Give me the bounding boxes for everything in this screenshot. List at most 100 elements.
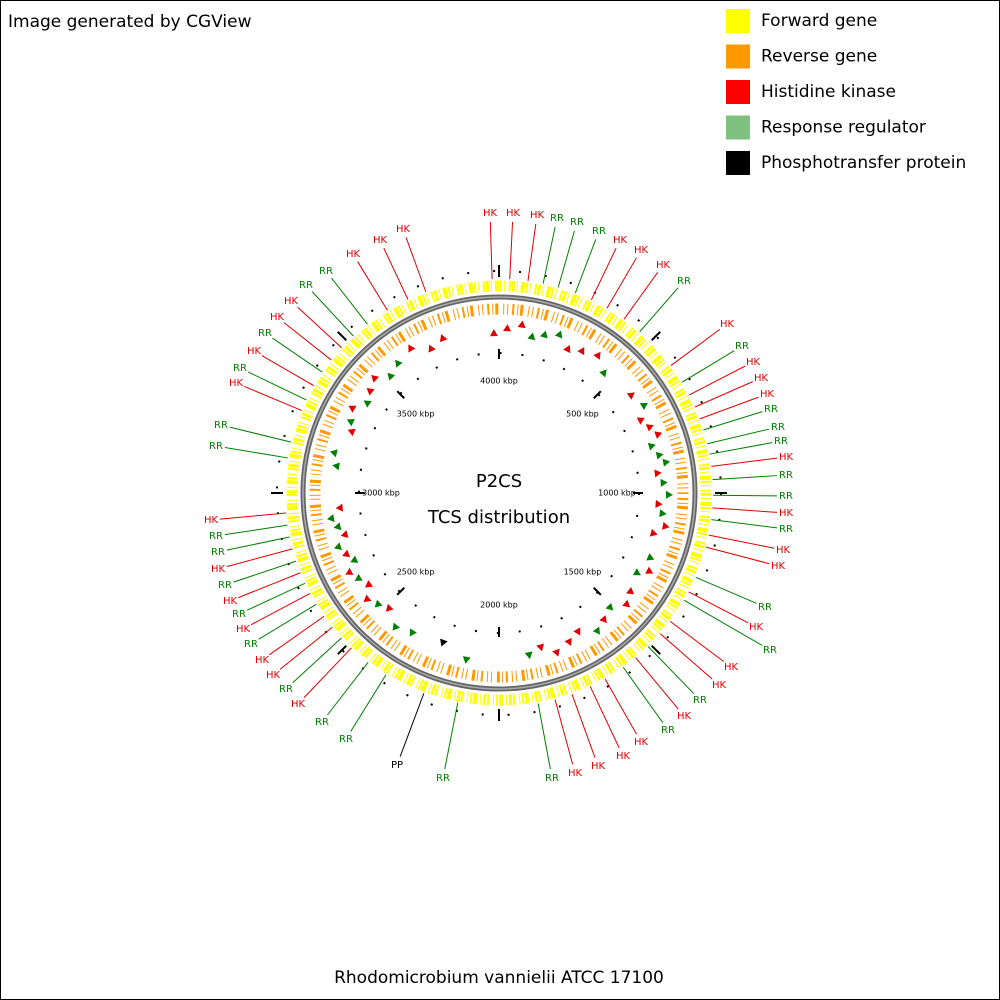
feature-marker [392, 622, 401, 631]
feature-marker [408, 344, 416, 353]
feature-marker [626, 587, 635, 595]
feature-marker [539, 330, 548, 339]
feature-label: HK [749, 622, 764, 633]
major-tick [593, 390, 602, 399]
feature-marker [489, 329, 498, 337]
feature-marker [573, 627, 581, 636]
feature-marker [503, 324, 512, 332]
position-label: 3500 kbp [397, 409, 435, 418]
feature-leader [622, 666, 664, 723]
feature-leader [279, 626, 333, 670]
feature-label: HK [530, 210, 545, 221]
feature-marker [340, 530, 349, 538]
feature-leader [712, 475, 778, 481]
legend-label: Reverse gene [761, 47, 877, 67]
feature-label: RR [232, 609, 246, 620]
legend-label: Phosphotransfer protein [761, 153, 966, 173]
feature-label: RR [218, 580, 232, 591]
feature-leader [327, 662, 369, 716]
feature-marker [592, 626, 601, 635]
feature-marker [599, 615, 607, 624]
feature-label: RR [233, 363, 247, 374]
feature-leader [659, 633, 713, 680]
feature-leader [606, 257, 637, 309]
feature-label: RR [771, 422, 785, 433]
feature-label: HK [656, 260, 671, 271]
major-tick [396, 390, 405, 399]
feature-leader [688, 591, 749, 624]
legend-label: Forward gene [761, 11, 877, 31]
feature-marker [387, 372, 396, 381]
feature-marker [639, 402, 648, 410]
feature-label: HK [754, 373, 769, 384]
feature-label: RR [339, 734, 353, 745]
feature-label: RR [279, 684, 293, 695]
feature-leader [233, 560, 297, 583]
feature-leader [383, 247, 409, 300]
feature-marker [655, 499, 663, 508]
feature-leader [712, 494, 778, 497]
feature-leader [709, 442, 773, 455]
feature-leader [238, 572, 301, 599]
position-label: 2000 kbp [480, 601, 518, 610]
feature-label: HK [712, 680, 727, 691]
feature-marker [342, 549, 351, 558]
feature-label: RR [211, 547, 225, 558]
major-tick [337, 645, 347, 655]
backbone-highlight [302, 296, 696, 690]
feature-label: RR [570, 217, 584, 228]
feature-marker [605, 602, 614, 611]
feature-label: HK [396, 224, 411, 235]
feature-label: RR [209, 531, 223, 542]
feature-leader [683, 599, 763, 646]
feature-marker [517, 320, 526, 329]
feature-marker [409, 628, 417, 637]
feature-leader [699, 396, 759, 420]
feature-label: HK [746, 357, 761, 368]
feature-label: HK [229, 378, 244, 389]
credit: Image generated by CGView [8, 12, 252, 32]
feature-label: HK [568, 768, 583, 779]
feature-label: RR [299, 280, 313, 291]
feature-label: RR [545, 773, 559, 784]
feature-leader [246, 582, 306, 611]
forward-gene-ring [286, 280, 712, 706]
major-tick [337, 331, 347, 341]
feature-marker [335, 503, 344, 512]
feature-leader [670, 328, 721, 366]
feature-marker [665, 490, 673, 499]
feature-marker [364, 580, 373, 588]
major-tick [396, 587, 405, 596]
feature-leader [537, 703, 551, 770]
feature-marker [334, 542, 342, 550]
feature-label: RR [774, 436, 788, 447]
feature-label: RR [661, 725, 675, 736]
feature-label: RR [319, 266, 333, 277]
feature-label: PP [391, 760, 403, 771]
feature-marker [332, 462, 340, 471]
feature-label: HK [291, 699, 306, 710]
feature-label: HK [720, 319, 735, 330]
feature-leader [331, 277, 368, 325]
feature-leader [244, 386, 302, 411]
feature-leader [283, 322, 332, 361]
feature-label: HK [204, 515, 219, 526]
feature-label: HK [211, 564, 226, 575]
feature-label: RR [214, 420, 228, 431]
feature-leader [292, 637, 342, 684]
feature-label: RR [315, 717, 329, 728]
feature-leader [635, 657, 679, 710]
feature-marker [593, 351, 601, 360]
feature-label: HK [724, 662, 739, 673]
feature-leader [711, 519, 778, 529]
feature-marker [646, 553, 655, 561]
feature-label: HK [373, 235, 388, 246]
feature-marker [662, 458, 671, 467]
feature-leader [589, 686, 620, 749]
feature-marker [363, 400, 372, 408]
feature-leader [272, 337, 323, 373]
feature-label: HK [760, 389, 775, 400]
major-tick [593, 587, 602, 596]
feature-marker [563, 345, 571, 354]
